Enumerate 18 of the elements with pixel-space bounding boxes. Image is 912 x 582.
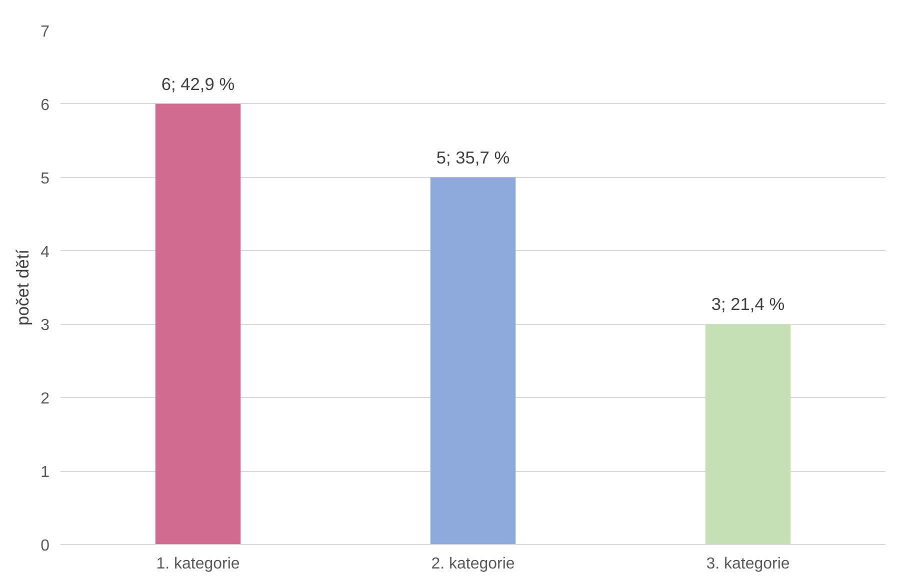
- y-tick-label: 4: [40, 244, 50, 261]
- x-tick-label: 3. kategorie: [706, 556, 790, 572]
- bar: [155, 104, 241, 544]
- bar: [430, 177, 516, 544]
- y-axis-title: počet dětí: [12, 249, 33, 326]
- y-tick-label: 0: [40, 538, 50, 554]
- y-tick-label: 5: [40, 170, 50, 188]
- y-tick-label: 6: [40, 96, 50, 114]
- data-label: 6; 42,9 %: [161, 74, 235, 94]
- y-tick-label: 1: [40, 464, 50, 482]
- x-tick-label: 1. kategorie: [156, 556, 240, 572]
- y-tick-label: 2: [40, 390, 50, 408]
- data-label: 5; 35,7 %: [436, 147, 510, 168]
- bar: [705, 324, 791, 544]
- y-tick-label: 3: [40, 317, 50, 334]
- y-tick-label: 7: [40, 24, 50, 40]
- x-tick-label: 2. kategorie: [431, 556, 515, 572]
- data-label: 3; 21,4 %: [711, 294, 785, 314]
